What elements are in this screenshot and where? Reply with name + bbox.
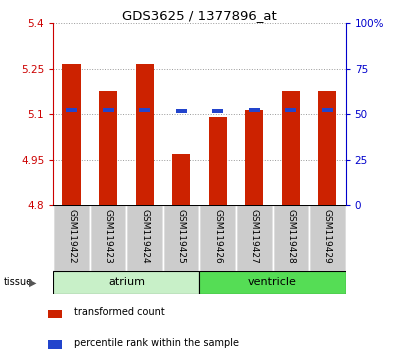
Bar [236,205,273,271]
Bar [322,108,333,112]
Text: GSM119428: GSM119428 [286,209,295,263]
Bar [99,91,117,205]
Bar [90,205,126,271]
Bar [212,109,223,113]
Bar [282,91,300,205]
Text: transformed count: transformed count [74,307,165,318]
Bar [199,205,236,271]
Text: GSM119427: GSM119427 [250,209,259,263]
Text: GSM119424: GSM119424 [140,209,149,263]
Bar [199,271,346,294]
Text: ▶: ▶ [29,277,36,287]
Bar [49,340,62,349]
Bar [103,108,114,112]
Bar [135,64,154,205]
Bar [176,109,187,113]
Bar [49,310,62,319]
Bar [309,205,346,271]
Title: GDS3625 / 1377896_at: GDS3625 / 1377896_at [122,9,277,22]
Text: GSM119426: GSM119426 [213,209,222,263]
Bar [285,108,296,112]
Bar [273,205,309,271]
Bar [139,108,150,112]
Text: percentile rank within the sample: percentile rank within the sample [74,337,239,348]
Bar [245,110,263,205]
Text: tissue: tissue [4,277,33,287]
Bar [62,64,81,205]
Bar [163,205,199,271]
Bar [53,271,199,294]
Text: GSM119429: GSM119429 [323,209,332,263]
Bar [209,117,227,205]
Text: ventricle: ventricle [248,277,297,287]
Bar [53,205,90,271]
Bar [318,91,337,205]
Text: GSM119422: GSM119422 [67,209,76,263]
Text: GSM119423: GSM119423 [103,209,113,263]
Text: GSM119425: GSM119425 [177,209,186,263]
Text: atrium: atrium [108,277,145,287]
Bar [126,205,163,271]
Bar [66,108,77,112]
Bar [249,108,260,112]
Bar [172,154,190,205]
